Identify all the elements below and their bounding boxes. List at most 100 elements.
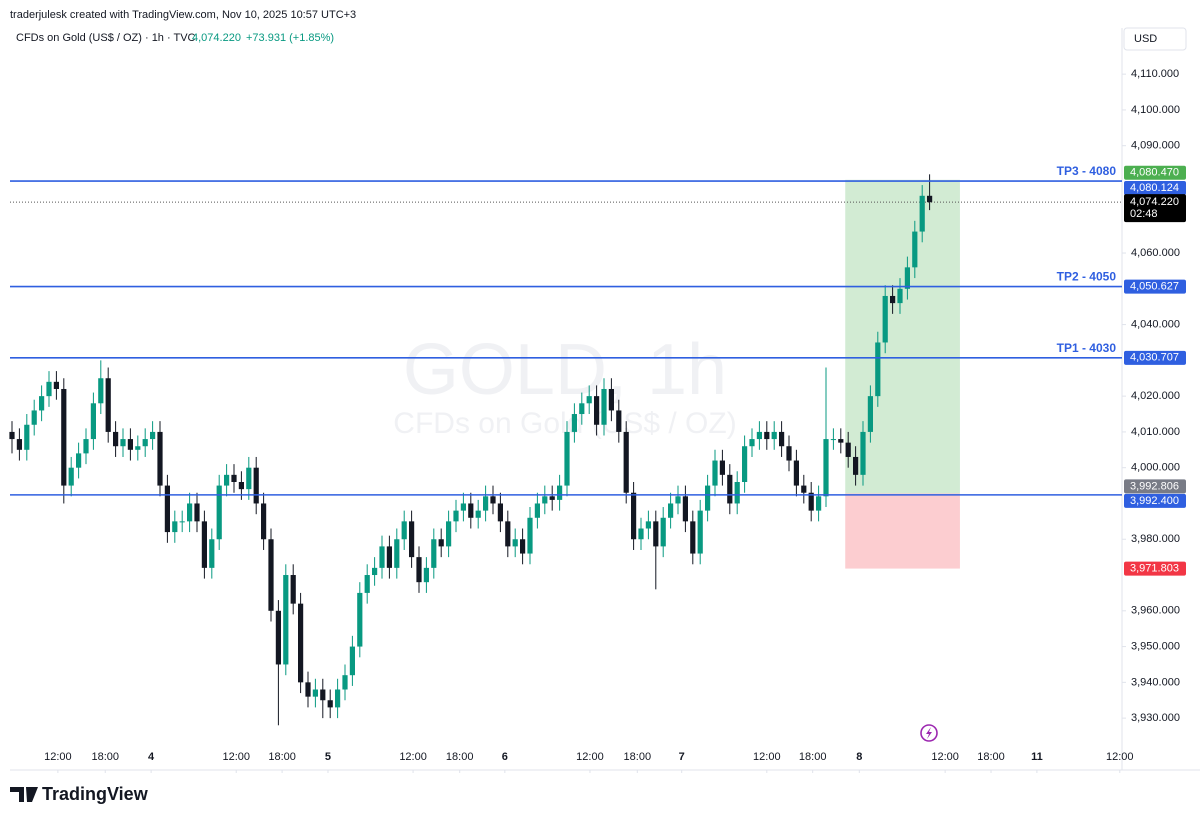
candle-body	[135, 446, 141, 450]
y-tick-label: 4,040.000	[1131, 318, 1180, 330]
candle-body	[771, 431, 777, 440]
price-tag-label: 4,050.627	[1130, 280, 1179, 292]
watermark: GOLD, 1h	[403, 330, 727, 410]
candle-body	[401, 521, 407, 540]
candle-body	[542, 496, 548, 504]
candle-body	[631, 492, 637, 540]
candle-body	[120, 439, 126, 447]
candle-body	[764, 431, 770, 440]
candle-body	[897, 288, 903, 304]
candle-body	[756, 431, 762, 440]
candle-body	[9, 431, 15, 440]
y-tick-label: 4,020.000	[1131, 390, 1180, 402]
x-tick-label: 12:00	[576, 751, 604, 763]
candle-body	[261, 503, 267, 540]
price-tag	[1124, 181, 1186, 196]
candle-body	[349, 646, 355, 676]
candle-body	[549, 496, 555, 500]
candle-body	[90, 403, 96, 440]
candle-body	[830, 439, 836, 441]
x-tick-label: 12:00	[44, 751, 72, 763]
candle-body	[342, 675, 348, 690]
candle-body	[150, 431, 156, 440]
candle-body	[468, 503, 474, 518]
candle-body	[734, 482, 740, 504]
candle-body	[705, 485, 711, 511]
price-tag	[1124, 493, 1186, 508]
candle-body	[838, 439, 844, 443]
candle-body	[113, 431, 119, 447]
y-tick-label: 3,950.000	[1131, 640, 1180, 652]
candle-body	[520, 539, 526, 554]
x-tick-label: 18:00	[268, 751, 296, 763]
candle-body	[298, 603, 304, 683]
candle-body	[497, 503, 503, 522]
candle-body	[564, 431, 570, 486]
candle-body	[875, 342, 881, 397]
candle-body	[882, 295, 888, 343]
candle-body	[224, 474, 230, 486]
candle-body	[372, 567, 378, 576]
candle-body	[690, 521, 696, 554]
candle-body	[512, 539, 518, 547]
level-name: TP1 - 4030	[1057, 341, 1117, 355]
candle-body	[142, 439, 148, 447]
candle-body	[860, 431, 866, 475]
candle-body	[816, 496, 822, 511]
candle-body	[216, 485, 222, 540]
loss-zone	[845, 493, 960, 569]
level-name: TP3 - 4080	[1057, 164, 1117, 178]
currency-box[interactable]	[1123, 27, 1187, 51]
candle-body	[246, 467, 252, 490]
candle-body	[527, 517, 533, 554]
candle-body	[24, 424, 30, 450]
y-tick-label: 4,090.000	[1131, 140, 1180, 152]
x-tick-label: 11	[1031, 751, 1043, 763]
candle-body	[697, 510, 703, 554]
price-tag-label: 4,030.707	[1130, 352, 1179, 364]
price-tag	[1124, 165, 1186, 180]
candle-body	[505, 521, 511, 547]
candle-body	[446, 521, 452, 547]
candle-body	[187, 503, 193, 522]
candle-body	[623, 431, 629, 493]
y-tick-label: 4,010.000	[1131, 426, 1180, 438]
price-tag	[1124, 350, 1186, 365]
candle-body	[742, 446, 748, 483]
candle-body	[335, 689, 341, 708]
x-tick-label: 18:00	[91, 751, 119, 763]
lightning-icon[interactable]	[920, 724, 938, 742]
candle-body	[98, 378, 104, 404]
currency[interactable]: USD	[1134, 33, 1157, 45]
candle-body	[749, 439, 755, 447]
y-tick-label: 4,110.000	[1131, 68, 1179, 80]
y-tick-label: 4,000.000	[1131, 462, 1180, 474]
candle-body	[586, 396, 592, 404]
candle-body	[283, 575, 289, 665]
change: +73.931 (+1.85%)	[246, 32, 334, 44]
candle-body	[645, 521, 651, 529]
candle-body	[438, 539, 444, 547]
candle-body	[179, 521, 185, 523]
candle-body	[31, 410, 37, 425]
candle-body	[105, 378, 111, 432]
price-tag	[1124, 479, 1186, 494]
x-tick-label: 12:00	[399, 751, 427, 763]
candle-body	[719, 460, 725, 475]
y-tick-label: 3,980.000	[1131, 533, 1180, 545]
credit: traderjulesk created with TradingView.co…	[10, 9, 356, 21]
candle-body	[157, 431, 163, 486]
candle-body	[305, 682, 311, 697]
x-tick-label: 12:00	[222, 751, 250, 763]
candle-body	[594, 396, 600, 425]
brand: TradingView	[42, 784, 149, 804]
candle-body	[534, 503, 540, 518]
candle-body	[653, 521, 659, 547]
candle-body	[416, 557, 422, 583]
candle-body	[194, 503, 200, 522]
x-tick-label: 18:00	[799, 751, 827, 763]
candle-body	[912, 231, 918, 268]
candle-body	[475, 510, 481, 518]
price-tag-label: 4,080.124	[1130, 182, 1179, 194]
